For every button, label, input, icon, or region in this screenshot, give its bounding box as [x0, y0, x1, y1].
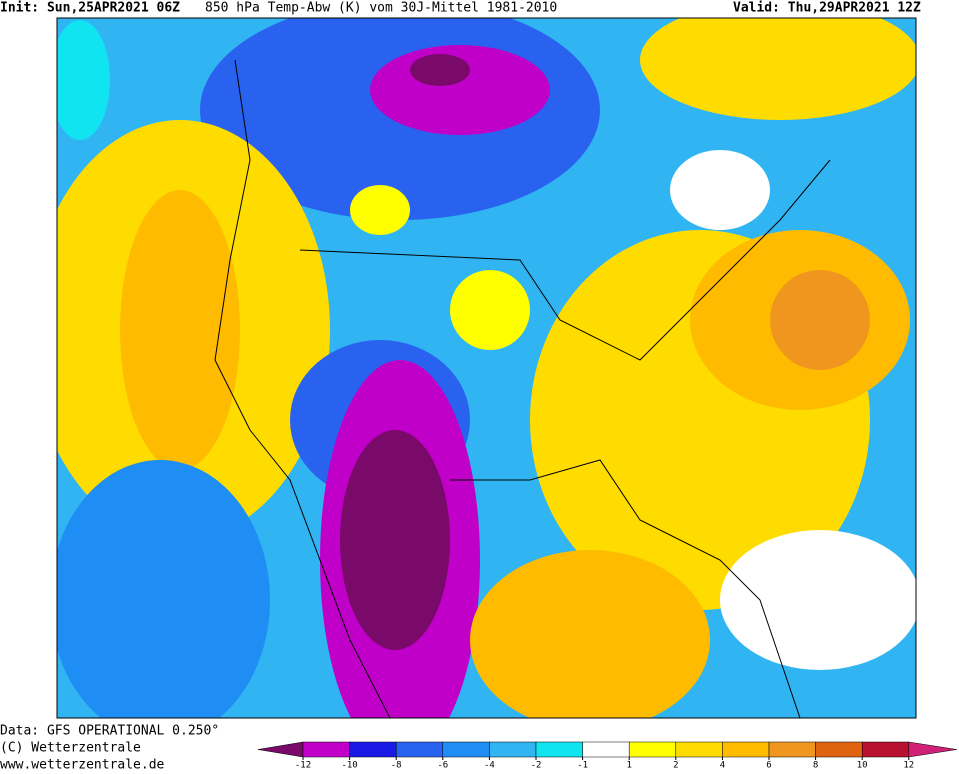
colorbar-tick-label: -1 [577, 761, 588, 771]
colorbar-segment [768, 741, 816, 758]
data-source: Data: GFS OPERATIONAL 0.250° [0, 724, 219, 739]
colorbar-tick-label: 2 [673, 761, 678, 771]
colorbar-tick-label: -2 [531, 761, 542, 771]
colorbar-tick-label: 6 [766, 761, 771, 771]
colorbar: -12 -10 -8 -6 -4 -2 -1 1 2 4 6 8 10 12 [257, 741, 957, 771]
colorbar-arrow [257, 741, 304, 758]
colorbar-tick-label: -12 [295, 761, 311, 771]
colorbar-tick-label: -10 [341, 761, 357, 771]
map [56, 17, 917, 719]
valid-time: Valid: Thu,29APR2021 12Z [733, 1, 921, 16]
colorbar-segment [722, 741, 770, 758]
colorbar-tick-label: -8 [391, 761, 402, 771]
colorbar-segment [349, 741, 397, 758]
colorbar-segment [861, 741, 910, 758]
colorbar-tick-label: 12 [903, 761, 914, 771]
colorbar-segment [582, 741, 630, 758]
colorbar-tick-label: 1 [626, 761, 631, 771]
colorbar-segment [442, 741, 490, 758]
map-title: 850 hPa Temp-Abw (K) vom 30J-Mittel 1981… [205, 1, 557, 16]
colorbar-segment [628, 741, 677, 758]
colorbar-tick-label: -4 [484, 761, 495, 771]
colorbar-segment [675, 741, 723, 758]
website: www.wetterzentrale.de [0, 758, 165, 771]
colorbar-segment [302, 741, 350, 758]
colorbar-segment [489, 741, 537, 758]
colorbar-segment [535, 741, 583, 758]
init-time: Init: Sun,25APR2021 06Z [0, 1, 180, 16]
colorbar-tick-label: 8 [813, 761, 818, 771]
colorbar-tick-label: 4 [720, 761, 725, 771]
colorbar-arrow [908, 741, 957, 758]
colorbar-tick-label: 10 [857, 761, 868, 771]
copyright: (C) Wetterzentrale [0, 741, 141, 756]
colorbar-segment [395, 741, 444, 758]
colorbar-segment [815, 741, 863, 758]
colorbar-tick-label: -6 [437, 761, 448, 771]
